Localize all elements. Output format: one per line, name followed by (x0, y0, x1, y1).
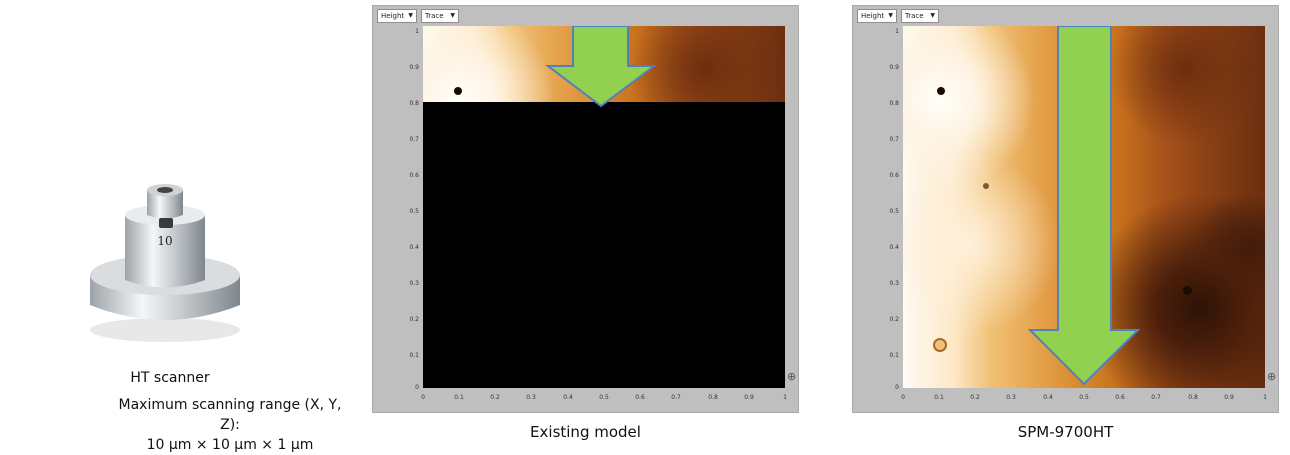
axis-settings-icon[interactable]: ⊕ (787, 370, 797, 383)
mode-dropdown-value: Trace (905, 12, 924, 20)
x-tick-label: 0.3 (526, 394, 536, 401)
x-tick-label: 0.9 (744, 394, 754, 401)
x-tick-label: 0 (901, 394, 905, 401)
channel-dropdown-value: Height (381, 12, 405, 20)
x-tick-label: 0.6 (635, 394, 645, 401)
y-tick-label: 1 (415, 28, 419, 35)
y-tick-label: 0.4 (889, 244, 899, 251)
y-tick-label: 0.7 (409, 136, 419, 143)
spm9700ht-caption: SPM-9700HT (1017, 423, 1114, 441)
x-tick-label: 0.2 (490, 394, 500, 401)
y-tick-label: 0.8 (889, 100, 899, 107)
y-tick-label: 0.5 (889, 208, 899, 215)
surface-pore (454, 87, 462, 95)
x-tick-label: 1 (1263, 394, 1267, 401)
x-tick-label: 0.5 (599, 394, 609, 401)
x-tick-label: 0.8 (708, 394, 718, 401)
x-tick-label: 0.7 (1151, 394, 1161, 401)
x-tick-label: 0.4 (563, 394, 573, 401)
y-tick-label: 0.2 (889, 316, 899, 323)
x-tick-label: 1 (783, 394, 787, 401)
y-tick-label: 0.3 (889, 280, 899, 287)
x-tick-label: 0.4 (1043, 394, 1053, 401)
x-tick-label: 0.6 (1115, 394, 1125, 401)
y-tick-label: 0.7 (889, 136, 899, 143)
x-tick-label: 0.8 (1188, 394, 1198, 401)
y-tick-label: 0 (895, 384, 899, 391)
x-tick-label: 0.1 (934, 394, 944, 401)
afm-height-image (423, 26, 785, 388)
scanner-caption: HT scanner (130, 370, 210, 386)
y-tick-label: 0.2 (409, 316, 419, 323)
chevron-down-icon: ▼ (888, 12, 893, 19)
ht-scanner-photo: 10 (55, 130, 275, 360)
y-tick-label: 0.9 (889, 64, 899, 71)
surface-pore (933, 338, 947, 352)
y-tick-label: 0.6 (409, 172, 419, 179)
scan-direction-arrow-icon (1027, 26, 1141, 386)
x-tick-label: 0 (421, 394, 425, 401)
surface-pore (983, 183, 989, 189)
axis-settings-icon[interactable]: ⊕ (1267, 370, 1277, 383)
y-tick-label: 0.1 (889, 352, 899, 359)
y-tick-label: 1 (895, 28, 899, 35)
mode-dropdown-value: Trace (425, 12, 444, 20)
y-tick-label: 0 (415, 384, 419, 391)
y-tick-label: 0.3 (409, 280, 419, 287)
mode-dropdown[interactable]: Trace ▼ (901, 9, 939, 23)
surface-pore (1183, 286, 1192, 295)
channel-dropdown[interactable]: Height ▼ (857, 9, 897, 23)
spm9700ht-panel: Height ▼ Trace ▼ 1 0.9 0.8 0.7 0.6 0.5 0… (852, 5, 1279, 413)
x-tick-label: 0.1 (454, 394, 464, 401)
chevron-down-icon: ▼ (408, 12, 413, 19)
x-tick-label: 0.2 (970, 394, 980, 401)
mode-dropdown[interactable]: Trace ▼ (421, 9, 459, 23)
y-tick-label: 0.4 (409, 244, 419, 251)
scan-direction-arrow-icon (545, 26, 657, 108)
channel-dropdown[interactable]: Height ▼ (377, 9, 417, 23)
scanner-spec-line2: 10 μm × 10 μm × 1 μm (146, 437, 314, 453)
channel-dropdown-value: Height (861, 12, 885, 20)
chevron-down-icon: ▼ (450, 12, 455, 19)
x-tick-label: 0.3 (1006, 394, 1016, 401)
x-tick-label: 0.5 (1079, 394, 1089, 401)
y-tick-label: 0.5 (409, 208, 419, 215)
scanner-spec-line1: Maximum scanning range (X, Y, Z): (118, 397, 342, 433)
afm-height-image (903, 26, 1265, 388)
y-tick-label: 0.9 (409, 64, 419, 71)
existing-model-panel: Height ▼ Trace ▼ 1 0.9 0.8 0.7 0.6 0.5 0… (372, 5, 799, 413)
scanner-image (90, 184, 240, 342)
scanner-spec: Maximum scanning range (X, Y, Z): 10 μm … (110, 395, 350, 455)
surface-pore (937, 87, 945, 95)
existing-model-caption: Existing model (530, 423, 641, 441)
y-tick-label: 0.6 (889, 172, 899, 179)
x-tick-label: 0.9 (1224, 394, 1234, 401)
y-tick-label: 0.8 (409, 100, 419, 107)
chevron-down-icon: ▼ (930, 12, 935, 19)
unscanned-area (423, 102, 785, 388)
scanner-device-label: 10 (157, 234, 173, 248)
x-tick-label: 0.7 (671, 394, 681, 401)
y-tick-label: 0.1 (409, 352, 419, 359)
